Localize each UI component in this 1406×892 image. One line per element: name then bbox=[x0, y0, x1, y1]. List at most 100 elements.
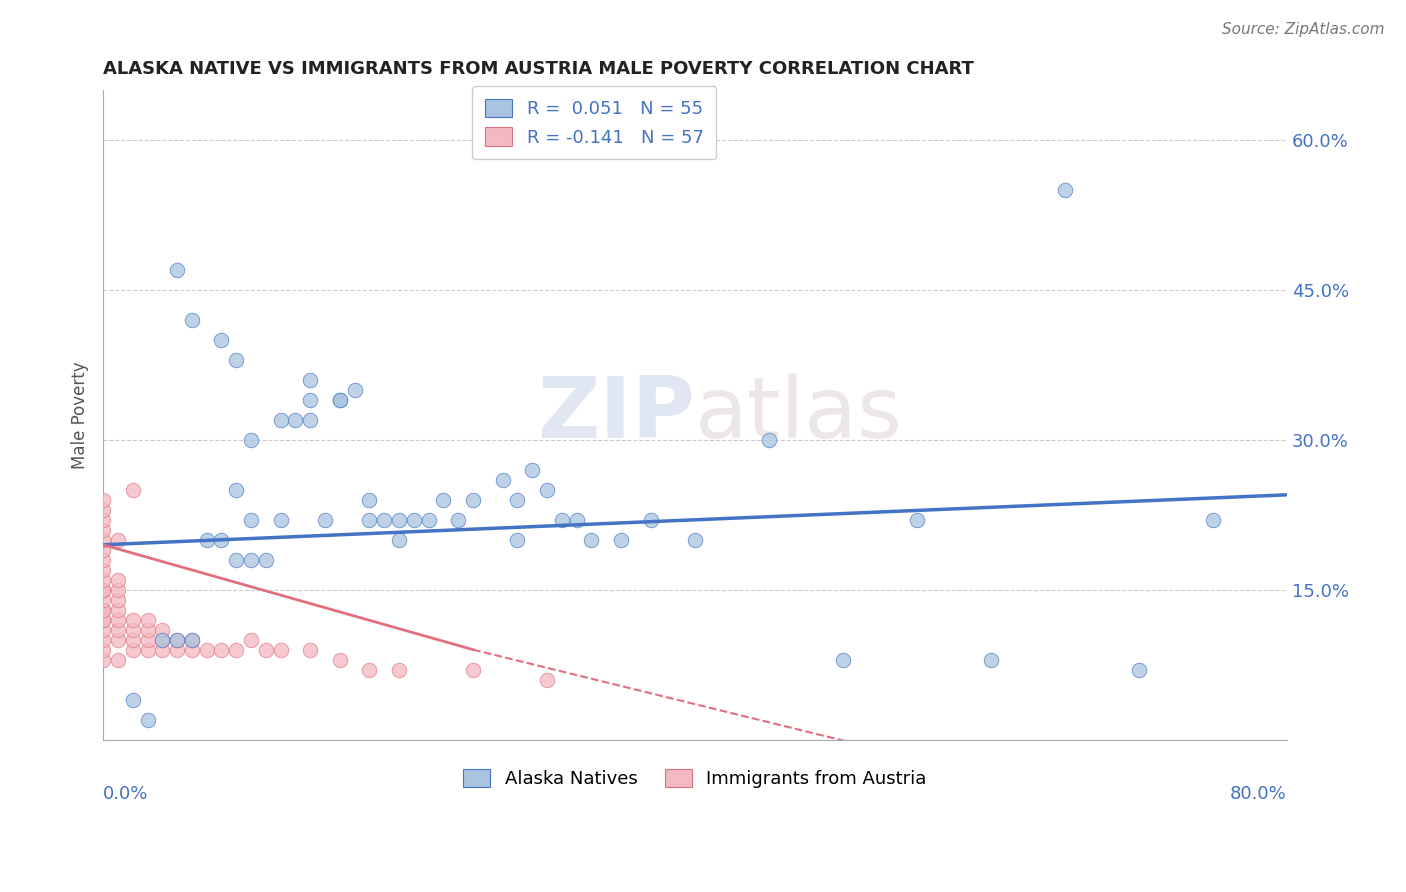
Point bbox=[359, 513, 381, 527]
Point bbox=[610, 533, 633, 547]
Text: ZIP: ZIP bbox=[537, 374, 695, 457]
Point bbox=[299, 373, 322, 387]
Point bbox=[522, 463, 544, 477]
Y-axis label: Male Poverty: Male Poverty bbox=[72, 361, 89, 468]
Point bbox=[284, 413, 307, 427]
Point bbox=[1128, 663, 1150, 677]
Point bbox=[91, 492, 114, 507]
Point bbox=[107, 592, 129, 607]
Text: 80.0%: 80.0% bbox=[1230, 785, 1286, 803]
Point bbox=[758, 433, 780, 447]
Point bbox=[240, 632, 263, 647]
Point bbox=[225, 553, 247, 567]
Point bbox=[121, 483, 143, 497]
Point bbox=[329, 392, 352, 407]
Point bbox=[211, 333, 233, 347]
Point bbox=[683, 533, 706, 547]
Point bbox=[107, 533, 129, 547]
Point bbox=[1202, 513, 1225, 527]
Point bbox=[136, 623, 159, 637]
Point bbox=[270, 642, 292, 657]
Point bbox=[180, 642, 202, 657]
Point bbox=[359, 492, 381, 507]
Point bbox=[905, 513, 928, 527]
Point bbox=[150, 642, 173, 657]
Point bbox=[91, 533, 114, 547]
Point bbox=[254, 642, 277, 657]
Point bbox=[91, 513, 114, 527]
Point bbox=[461, 663, 484, 677]
Point bbox=[136, 642, 159, 657]
Point bbox=[388, 663, 411, 677]
Point bbox=[91, 613, 114, 627]
Point bbox=[91, 613, 114, 627]
Point bbox=[402, 513, 425, 527]
Point bbox=[1053, 183, 1076, 197]
Point bbox=[91, 603, 114, 617]
Point bbox=[91, 523, 114, 537]
Point bbox=[121, 692, 143, 706]
Point bbox=[225, 642, 247, 657]
Text: ALASKA NATIVE VS IMMIGRANTS FROM AUSTRIA MALE POVERTY CORRELATION CHART: ALASKA NATIVE VS IMMIGRANTS FROM AUSTRIA… bbox=[103, 60, 974, 78]
Point bbox=[166, 263, 188, 277]
Point bbox=[121, 632, 143, 647]
Point bbox=[91, 623, 114, 637]
Point bbox=[388, 513, 411, 527]
Point bbox=[91, 592, 114, 607]
Point bbox=[240, 433, 263, 447]
Point bbox=[91, 553, 114, 567]
Point bbox=[150, 632, 173, 647]
Point bbox=[136, 632, 159, 647]
Point bbox=[536, 673, 558, 687]
Point bbox=[166, 642, 188, 657]
Point bbox=[180, 632, 202, 647]
Point bbox=[640, 513, 662, 527]
Point bbox=[107, 573, 129, 587]
Text: Source: ZipAtlas.com: Source: ZipAtlas.com bbox=[1222, 22, 1385, 37]
Point bbox=[150, 623, 173, 637]
Point bbox=[121, 623, 143, 637]
Text: atlas: atlas bbox=[695, 374, 903, 457]
Point bbox=[211, 533, 233, 547]
Point bbox=[91, 542, 114, 557]
Point bbox=[491, 473, 513, 487]
Point bbox=[121, 613, 143, 627]
Text: 0.0%: 0.0% bbox=[103, 785, 149, 803]
Point bbox=[551, 513, 574, 527]
Point bbox=[299, 413, 322, 427]
Point bbox=[270, 413, 292, 427]
Point bbox=[506, 533, 529, 547]
Point bbox=[225, 483, 247, 497]
Point bbox=[107, 623, 129, 637]
Point bbox=[166, 632, 188, 647]
Point bbox=[91, 632, 114, 647]
Point bbox=[195, 642, 218, 657]
Point bbox=[180, 632, 202, 647]
Point bbox=[254, 553, 277, 567]
Point bbox=[225, 353, 247, 368]
Point bbox=[314, 513, 336, 527]
Point bbox=[136, 713, 159, 727]
Point bbox=[91, 503, 114, 517]
Point bbox=[832, 653, 855, 667]
Point bbox=[195, 533, 218, 547]
Point bbox=[91, 582, 114, 597]
Point bbox=[299, 642, 322, 657]
Point bbox=[180, 313, 202, 327]
Point bbox=[506, 492, 529, 507]
Point bbox=[166, 632, 188, 647]
Point bbox=[343, 383, 366, 397]
Point bbox=[91, 573, 114, 587]
Point bbox=[211, 642, 233, 657]
Point bbox=[461, 492, 484, 507]
Point bbox=[388, 533, 411, 547]
Point bbox=[107, 613, 129, 627]
Point bbox=[329, 653, 352, 667]
Point bbox=[447, 513, 470, 527]
Point bbox=[91, 563, 114, 577]
Point bbox=[270, 513, 292, 527]
Point bbox=[432, 492, 454, 507]
Point bbox=[329, 392, 352, 407]
Point bbox=[107, 582, 129, 597]
Point bbox=[107, 603, 129, 617]
